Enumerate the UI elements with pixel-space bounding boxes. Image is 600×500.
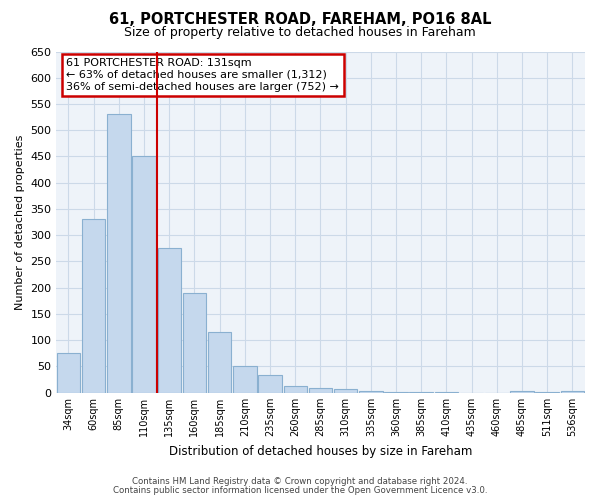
Text: Contains public sector information licensed under the Open Government Licence v3: Contains public sector information licen…: [113, 486, 487, 495]
Bar: [107, 114, 131, 392]
Bar: [133, 156, 156, 392]
Y-axis label: Number of detached properties: Number of detached properties: [15, 134, 25, 310]
X-axis label: Distribution of detached houses by size in Fareham: Distribution of detached houses by size …: [169, 444, 472, 458]
Bar: [183, 293, 206, 392]
Bar: [57, 354, 80, 393]
Text: 61, PORTCHESTER ROAD, FAREHAM, PO16 8AL: 61, PORTCHESTER ROAD, FAREHAM, PO16 8AL: [109, 12, 491, 28]
Text: Size of property relative to detached houses in Fareham: Size of property relative to detached ho…: [124, 26, 476, 39]
Bar: [158, 248, 181, 392]
Bar: [334, 390, 358, 392]
Bar: [359, 391, 383, 392]
Text: Contains HM Land Registry data © Crown copyright and database right 2024.: Contains HM Land Registry data © Crown c…: [132, 477, 468, 486]
Bar: [560, 390, 584, 392]
Bar: [233, 366, 257, 392]
Bar: [208, 332, 232, 392]
Bar: [284, 386, 307, 392]
Bar: [82, 220, 106, 392]
Bar: [510, 391, 534, 392]
Text: 61 PORTCHESTER ROAD: 131sqm
← 63% of detached houses are smaller (1,312)
36% of : 61 PORTCHESTER ROAD: 131sqm ← 63% of det…: [67, 58, 340, 92]
Bar: [259, 376, 282, 392]
Bar: [309, 388, 332, 392]
